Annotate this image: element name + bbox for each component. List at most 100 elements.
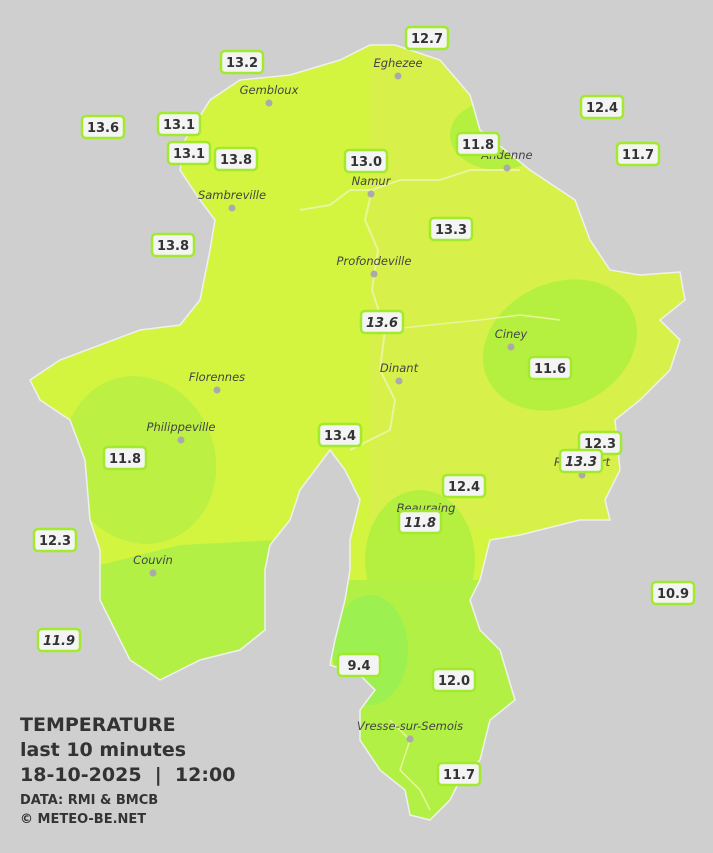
- city-dot: [177, 436, 185, 444]
- station-box: [436, 761, 482, 787]
- city-name: Philippeville: [147, 420, 216, 434]
- station: 13.1: [166, 140, 212, 166]
- legend-period: last 10 minutes: [20, 739, 186, 761]
- legend-timestamp: 18-10-2025 | 12:00: [20, 764, 235, 786]
- station-box: [32, 527, 78, 553]
- station-box: [579, 94, 625, 120]
- station: 13.6: [359, 309, 405, 335]
- legend: TEMPERATURE last 10 minutes 18-10-2025 |…: [20, 714, 235, 827]
- legend-credit: © METEO-BE.NET: [20, 812, 146, 827]
- station-box: [213, 146, 259, 172]
- city-name: Dinant: [380, 361, 419, 375]
- city-name: Florennes: [189, 370, 245, 384]
- station-box: [397, 509, 443, 535]
- station-value: 10.9: [657, 587, 689, 602]
- station-value: 12.3: [39, 534, 71, 549]
- station: 12.4: [441, 473, 487, 499]
- station: 11.9: [36, 627, 82, 653]
- station: 13.4: [317, 422, 363, 448]
- station: 13.3: [558, 448, 604, 474]
- station: 12.3: [32, 527, 78, 553]
- city-dot: [265, 99, 273, 107]
- station-value: 11.6: [534, 362, 566, 377]
- station: 11.6: [527, 355, 573, 381]
- city-dot: [228, 204, 236, 212]
- station-box: [527, 355, 573, 381]
- station-box: [558, 448, 604, 474]
- station: 11.7: [436, 761, 482, 787]
- station-value: 12.4: [586, 101, 618, 116]
- station-box: [455, 131, 501, 157]
- station-value: 13.3: [435, 223, 467, 238]
- city-name: Sambreville: [198, 188, 266, 202]
- station-box: [404, 25, 450, 51]
- station: 12.3: [577, 430, 623, 456]
- station-box: [615, 141, 661, 167]
- station-value: 13.6: [87, 121, 119, 136]
- station-box: [336, 652, 382, 678]
- legend-source: DATA: RMI & BMCB: [20, 793, 158, 808]
- station: 13.6: [80, 114, 126, 140]
- station: 9.4: [336, 652, 382, 678]
- station-box: [150, 232, 196, 258]
- station-box: [102, 445, 148, 471]
- station-box: [156, 111, 202, 137]
- station-box: [431, 667, 477, 693]
- station-value: 9.4: [347, 659, 370, 674]
- city-dot: [503, 164, 511, 172]
- station: 13.8: [150, 232, 196, 258]
- city-dot: [213, 386, 221, 394]
- station-box: [343, 148, 389, 174]
- station-value: 13.1: [173, 147, 205, 162]
- city-dot: [370, 270, 378, 278]
- station-box: [428, 216, 474, 242]
- station-value: 11.8: [109, 452, 141, 467]
- station-value: 11.8: [462, 138, 494, 153]
- station: 12.0: [431, 667, 477, 693]
- station-value: 13.8: [157, 239, 189, 254]
- station-value: 13.0: [350, 155, 382, 170]
- station: 13.0: [343, 148, 389, 174]
- station-value: 12.4: [448, 480, 480, 495]
- city-name: Namur: [352, 174, 392, 188]
- legend-title: TEMPERATURE: [20, 714, 176, 736]
- station-box: [219, 49, 265, 75]
- station: 13.3: [428, 216, 474, 242]
- city-name: Vresse-sur-Semois: [357, 719, 463, 733]
- station: 10.9: [650, 580, 696, 606]
- city-dot: [507, 343, 515, 351]
- station: 11.8: [102, 445, 148, 471]
- city-dot: [149, 569, 157, 577]
- city-dot: [395, 377, 403, 385]
- station: 12.4: [579, 94, 625, 120]
- city-dot: [394, 72, 402, 80]
- station-value: 11.7: [443, 768, 475, 783]
- station-box: [317, 422, 363, 448]
- station: 13.2: [219, 49, 265, 75]
- station-value: 11.8: [404, 516, 436, 531]
- station-value: 13.4: [324, 429, 356, 444]
- city-name: Eghezee: [373, 56, 422, 70]
- station: 13.8: [213, 146, 259, 172]
- station-value: 12.3: [584, 437, 616, 452]
- city-name: Ciney: [495, 327, 528, 341]
- station-box: [80, 114, 126, 140]
- station-value: 13.6: [366, 316, 398, 331]
- station-box: [36, 627, 82, 653]
- station-value: 11.9: [43, 634, 75, 649]
- station-box: [166, 140, 212, 166]
- city-dot: [406, 735, 414, 743]
- city-dot: [367, 190, 375, 198]
- station: 11.7: [615, 141, 661, 167]
- station: 13.1: [156, 111, 202, 137]
- station-box: [650, 580, 696, 606]
- city-name: Couvin: [133, 553, 173, 567]
- city-name: Gembloux: [240, 83, 299, 97]
- city-name: Profondeville: [337, 254, 412, 268]
- station-value: 13.2: [226, 56, 258, 71]
- station-value: 13.8: [220, 153, 252, 168]
- station: 11.8: [397, 509, 443, 535]
- station-value: 12.0: [438, 674, 470, 689]
- station-value: 13.3: [565, 455, 597, 470]
